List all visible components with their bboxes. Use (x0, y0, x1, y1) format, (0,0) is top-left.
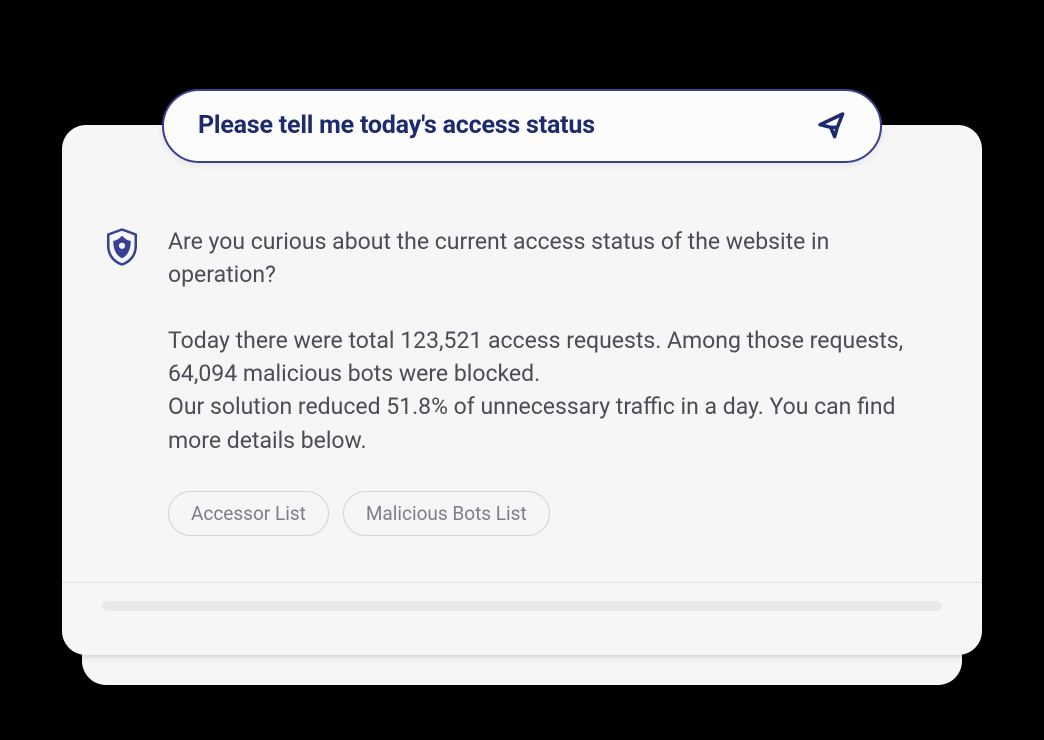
assistant-message: Are you curious about the current access… (102, 225, 942, 536)
shield-icon (102, 227, 142, 267)
scroll-track[interactable] (102, 601, 942, 611)
assistant-body: Are you curious about the current access… (168, 225, 942, 536)
divider (62, 582, 982, 583)
prompt-text: Please tell me today's access status (198, 111, 814, 140)
prompt-input-pill[interactable]: Please tell me today's access status (162, 89, 882, 163)
assistant-avatar (102, 227, 142, 267)
response-intro: Are you curious about the current access… (168, 225, 942, 292)
send-icon (816, 110, 848, 142)
chat-card: Please tell me today's access status Are… (62, 125, 982, 655)
response-summary: Our solution reduced 51.8% of unnecessar… (168, 390, 942, 457)
malicious-bots-chip[interactable]: Malicious Bots List (343, 491, 550, 536)
chat-widget: Please tell me today's access status Are… (62, 85, 982, 655)
suggestion-chips: Accessor List Malicious Bots List (168, 491, 942, 536)
accessor-list-chip[interactable]: Accessor List (168, 491, 329, 536)
response-stats: Today there were total 123,521 access re… (168, 324, 942, 391)
send-button[interactable] (814, 108, 850, 144)
